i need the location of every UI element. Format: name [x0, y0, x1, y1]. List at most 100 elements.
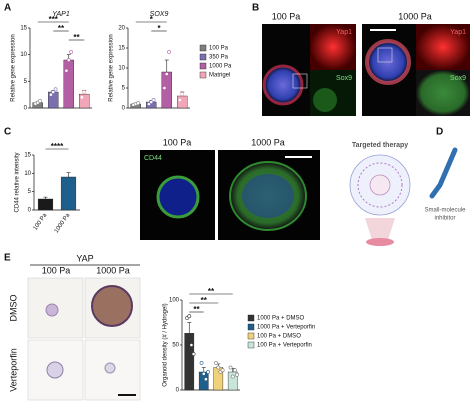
data-point	[53, 87, 58, 92]
pipette	[429, 147, 458, 199]
channel-label: CD44	[144, 155, 162, 162]
data-point	[191, 352, 196, 356]
data-point	[162, 86, 167, 90]
legend-label: 100 Pa + Verteporfin	[257, 343, 312, 349]
significance-label: **	[201, 296, 208, 305]
x-tick-label: 100 Pa	[33, 212, 49, 232]
inhibitor-label: inhibitor	[434, 216, 455, 222]
y-tick-label: 20	[118, 26, 125, 32]
stain-label: YAP	[76, 253, 93, 263]
condition-label: 100 Pa	[42, 265, 71, 275]
condition-label: 1000 Pa	[398, 11, 432, 21]
data-point	[151, 98, 156, 102]
legend-label: Matrigel	[209, 73, 230, 79]
data-point	[51, 90, 56, 94]
legend-swatch	[199, 62, 207, 70]
condition-label: 100 Pa	[272, 11, 301, 21]
data-point	[149, 100, 154, 104]
y-tick-label: 0	[24, 106, 28, 112]
legend-swatch	[199, 53, 207, 61]
legend-swatch	[199, 71, 207, 79]
data-point	[178, 98, 182, 102]
y-tick-label: 5	[24, 79, 28, 85]
y-tick-label: 15	[20, 26, 27, 32]
data-point	[69, 50, 73, 54]
y-tick-label: 0	[176, 388, 180, 394]
organoid-edge	[262, 64, 304, 106]
data-point	[136, 101, 140, 106]
data-point	[66, 58, 71, 62]
micrograph	[416, 70, 470, 116]
chart-title: YAP1	[52, 11, 70, 18]
data-point	[199, 361, 204, 365]
legend-label: 100 Pa + DMSO	[257, 334, 301, 340]
bar	[184, 333, 195, 391]
y-tick-label: 5	[28, 189, 32, 195]
organoid	[104, 362, 116, 374]
y-tick-label: 100	[169, 298, 180, 304]
organoid-icon	[357, 162, 403, 208]
bar	[63, 59, 74, 109]
organoid-icon	[369, 174, 391, 196]
data-point	[201, 371, 206, 376]
legend-swatch	[199, 44, 207, 52]
organoid	[45, 303, 59, 317]
panel-letter: B	[252, 3, 259, 14]
well	[366, 238, 394, 246]
y-tick-label: 10	[118, 66, 125, 72]
bar	[37, 198, 54, 211]
panel-letter: C	[4, 127, 11, 138]
light-cone	[365, 218, 395, 240]
significance-label: ****	[51, 142, 64, 151]
treatment-label: DMSO	[8, 295, 18, 322]
significance-label: *	[150, 15, 154, 24]
y-axis-label: Relative gene expression	[109, 34, 115, 101]
data-point	[206, 370, 211, 374]
data-point	[233, 368, 237, 373]
inhibitor-label: Small-molecule	[424, 208, 466, 214]
y-tick-label: 10	[20, 52, 27, 58]
condition-label: 1000 Pa	[251, 137, 285, 147]
legend-label: 1000 Pa + Verteporfin	[257, 325, 315, 331]
data-point	[167, 50, 171, 54]
y-tick-label: 10	[24, 171, 31, 177]
y-axis-label: Relative gene expression	[11, 34, 17, 101]
data-point	[64, 68, 69, 73]
panel-letter: E	[4, 253, 11, 264]
legend-label: 350 Pa	[209, 55, 229, 61]
legend-label: 100 Pa	[209, 46, 229, 52]
organoid-core	[242, 174, 294, 218]
condition-label: 1000 Pa	[96, 265, 130, 275]
y-tick-label: 15	[24, 153, 31, 159]
treatment-label: Verteporfin	[8, 348, 18, 392]
channel-label: Sox9	[336, 75, 352, 82]
organoid	[46, 361, 64, 379]
significance-label: **	[58, 24, 65, 33]
data-point	[80, 95, 84, 100]
data-point	[235, 372, 240, 377]
inset-box	[292, 73, 308, 89]
y-axis-label: CD44 relative intensity	[15, 152, 21, 212]
significance-label: ***	[49, 15, 59, 24]
data-point	[38, 99, 42, 103]
data-point	[82, 90, 87, 94]
bar	[60, 176, 77, 211]
data-point	[216, 365, 221, 370]
y-tick-label: 0	[28, 208, 32, 214]
diagram-title: Targeted therapy	[352, 142, 408, 149]
legend-swatch	[247, 323, 255, 331]
data-point	[204, 377, 208, 382]
y-tick-label: 5	[122, 86, 126, 92]
channel-label: Sox9	[450, 75, 466, 82]
data-point	[180, 92, 185, 96]
legend-label: 1000 Pa	[209, 64, 232, 70]
y-tick-label: 15	[118, 46, 125, 52]
legend-swatch	[247, 314, 255, 322]
channel-label: Yap1	[336, 29, 352, 36]
y-axis-label: Organoid density (# / Hydrogel)	[163, 303, 169, 386]
x-tick-label: 1000 Pa	[54, 212, 72, 234]
panel-letter: D	[436, 127, 443, 138]
organoid	[156, 175, 200, 219]
